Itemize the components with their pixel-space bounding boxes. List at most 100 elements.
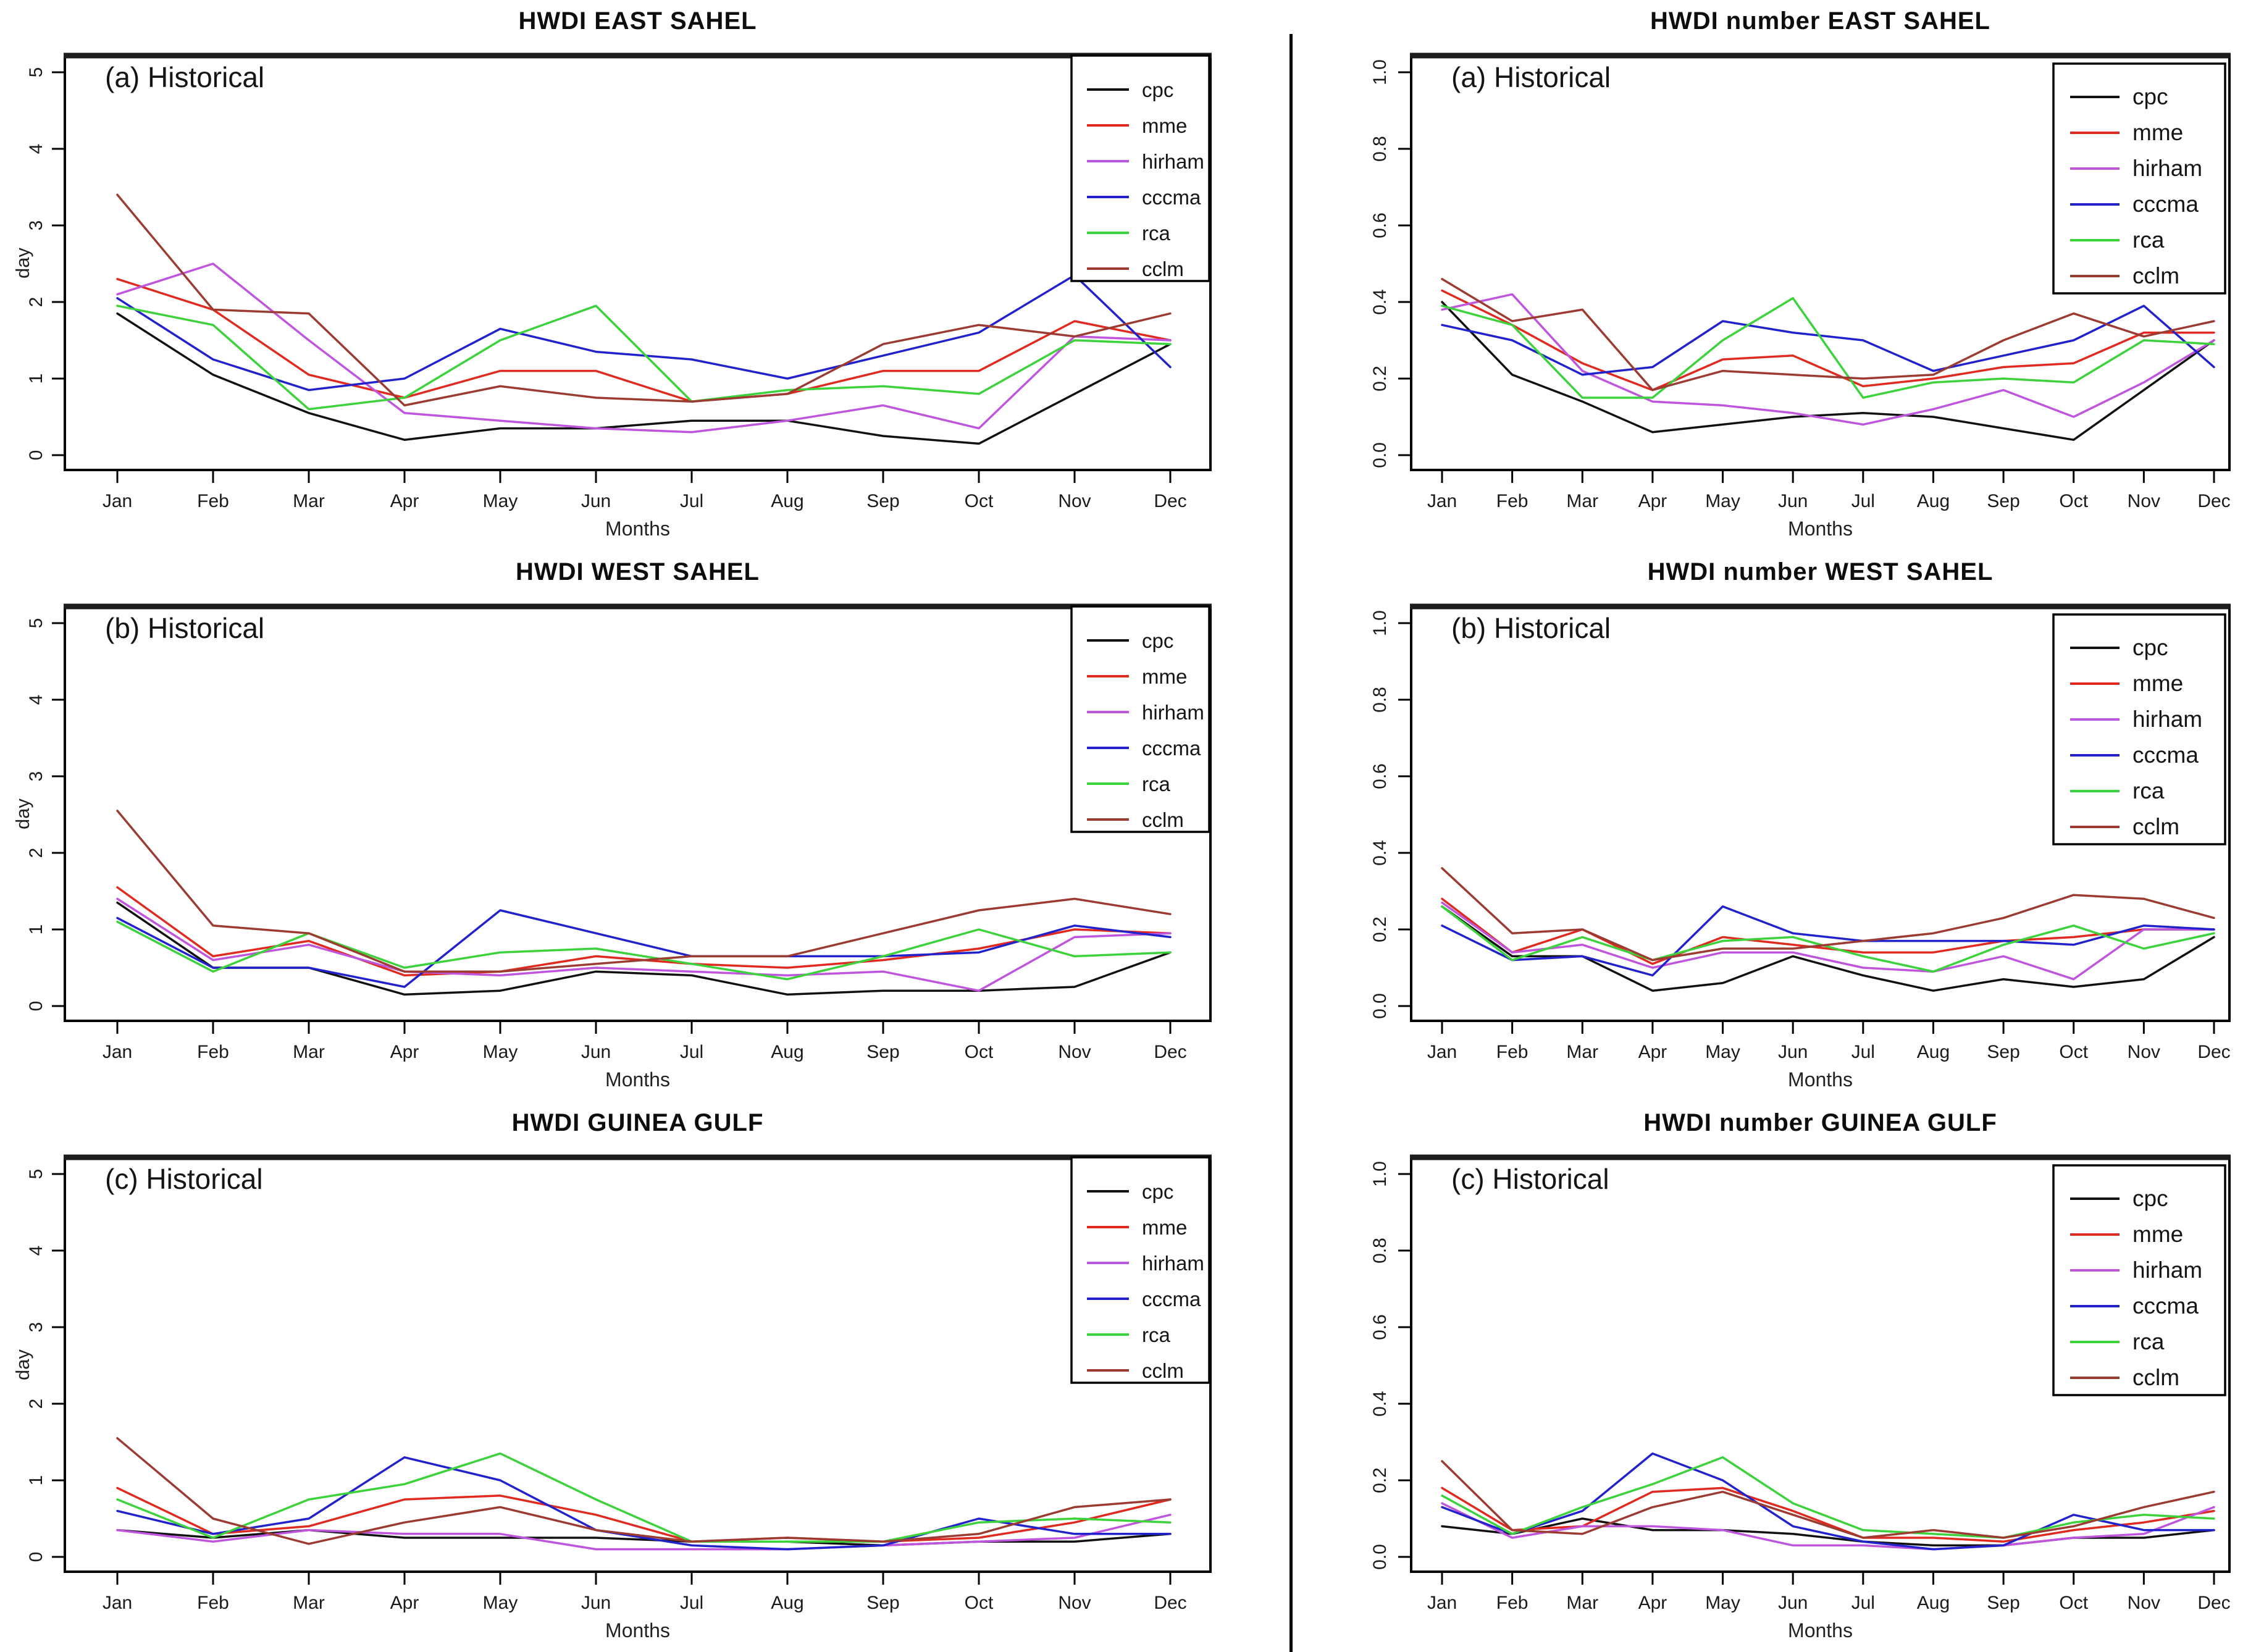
- y-tick-label: 0.8: [1370, 1238, 1390, 1264]
- legend-label-cpc: cpc: [1142, 78, 1173, 101]
- y-tick-label: 0: [26, 450, 46, 461]
- y-tick-label: 0: [26, 1001, 46, 1012]
- series-line-mme: [1441, 289, 2215, 392]
- y-tick-label: 1: [26, 374, 46, 384]
- legend: cpc mme hirham cccma rca cclm: [2052, 1164, 2226, 1396]
- y-tick-label: 0.6: [1370, 1314, 1390, 1340]
- y-tick-label: 0.4: [1370, 1391, 1390, 1417]
- plot-hwdi-east-sahel: Jan Feb Mar Apr May Jun Jul Aug Sep Oct Nov Dec 0 1 2 3…: [26, 52, 1212, 511]
- series-line-cclm: [1441, 278, 2215, 392]
- series-line-hirham: [116, 1514, 1172, 1551]
- y-tick-label: 0.0: [1370, 1544, 1390, 1570]
- y-axis: 0 1 2 3 4 5: [26, 1169, 64, 1562]
- x-tick-label: Mar: [293, 1042, 325, 1062]
- plot-box: [64, 603, 1212, 1022]
- x-tick-label: Nov: [1058, 491, 1091, 511]
- y-tick-label: 5: [26, 67, 46, 78]
- y-tick-label: 0.2: [1370, 1467, 1390, 1493]
- legend-label-mme: mme: [1142, 1216, 1187, 1239]
- series-line-cclm: [1441, 867, 2215, 962]
- panel-label: (c) Historical: [105, 1163, 263, 1195]
- x-tick-label: Aug: [1917, 1593, 1950, 1613]
- x-tick-label: Apr: [1638, 1042, 1667, 1062]
- legend-label-cclm: cclm: [2132, 263, 2179, 288]
- y-tick-label: 0.6: [1370, 763, 1390, 789]
- x-tick-label: Jul: [680, 1593, 703, 1613]
- panel-label: (a) Historical: [1451, 61, 1611, 93]
- x-tick-label: Jul: [680, 491, 703, 511]
- series-lines: [116, 1437, 1172, 1551]
- series-lines: [1441, 1452, 2215, 1551]
- y-tick-label: 4: [26, 144, 46, 154]
- series-line-cclm: [116, 810, 1172, 973]
- y-tick-label: 0.2: [1370, 916, 1390, 942]
- y-tick-label: 2: [26, 848, 46, 858]
- series-line-hirham: [1441, 293, 2215, 426]
- chart-title: HWDI number GUINEA GULF: [1643, 1109, 1997, 1136]
- plot-box: [1410, 603, 2231, 1022]
- legend-label-cpc: cpc: [1142, 629, 1173, 652]
- legend-label-hirham: hirham: [1142, 701, 1204, 724]
- y-tick-label: 1: [26, 925, 46, 935]
- x-axis-title: Months: [1788, 518, 1853, 540]
- x-tick-label: Feb: [197, 1042, 229, 1062]
- x-tick-label: May: [483, 491, 518, 511]
- y-tick-label: 0.0: [1370, 993, 1390, 1019]
- series-line-cclm: [116, 193, 1172, 407]
- legend: cpc mme hirham cccma rca cclm: [1070, 54, 1210, 282]
- series-line-hirham: [116, 262, 1172, 434]
- x-tick-label: Oct: [2059, 491, 2088, 511]
- plot-border: [64, 54, 1212, 471]
- x-tick-label: Sep: [1987, 491, 2019, 511]
- y-tick-label: 0.0: [1370, 442, 1390, 468]
- x-axis: Jan Feb Mar Apr May Jun Jul Aug Sep Oct Nov Dec: [1427, 1573, 2231, 1613]
- y-tick-label: 3: [26, 771, 46, 782]
- x-tick-label: Aug: [771, 1042, 803, 1062]
- legend-label-cccma: cccma: [1142, 1288, 1201, 1310]
- x-tick-label: May: [1705, 1593, 1740, 1613]
- x-tick-label: Jul: [1851, 491, 1875, 511]
- y-tick-label: 2: [26, 1399, 46, 1409]
- y-tick-label: 5: [26, 1169, 46, 1180]
- legend-label-cclm: cclm: [2132, 1365, 2179, 1390]
- series-line-rca: [1441, 297, 2215, 399]
- legend: cpc mme hirham cccma rca cclm: [1070, 605, 1210, 833]
- plot-box: [64, 52, 1212, 471]
- series-line-mme: [1441, 897, 2215, 965]
- legend-label-cclm: cclm: [2132, 814, 2179, 839]
- panel-label: (a) Historical: [105, 61, 265, 93]
- legend-label-rca: rca: [1142, 1323, 1170, 1346]
- x-axis: Jan Feb Mar Apr May Jun Jul Aug Sep Oct Nov Dec: [1427, 471, 2231, 511]
- legend-label-cclm: cclm: [1142, 258, 1184, 280]
- x-tick-label: Feb: [1496, 1593, 1528, 1613]
- legend-label-hirham: hirham: [1142, 150, 1204, 173]
- y-tick-label: 0.8: [1370, 687, 1390, 713]
- legend-box: [2052, 1164, 2226, 1396]
- x-tick-label: Nov: [1058, 1042, 1091, 1062]
- y-tick-label: 0.4: [1370, 840, 1390, 866]
- panel-label: (b) Historical: [1451, 612, 1611, 644]
- legend-label-hirham: hirham: [2132, 156, 2202, 181]
- chart-title: HWDI EAST SAHEL: [518, 7, 757, 35]
- x-tick-label: Jul: [1851, 1593, 1875, 1613]
- x-tick-label: Sep: [1987, 1042, 2019, 1062]
- legend-label-cclm: cclm: [1142, 808, 1184, 831]
- legend-label-hirham: hirham: [1142, 1252, 1204, 1275]
- x-tick-label: Feb: [197, 1593, 229, 1613]
- legend-label-hirham: hirham: [2132, 707, 2202, 732]
- series-line-cccma: [116, 274, 1172, 392]
- legend-label-rca: rca: [2132, 778, 2165, 803]
- plot-hwdi-west-sahel: Jan Feb Mar Apr May Jun Jul Aug Sep Oct Nov Dec 0 1 2 3…: [26, 603, 1212, 1062]
- y-axis: 0 1 2 3 4 5: [26, 618, 64, 1012]
- x-tick-label: Oct: [965, 1042, 994, 1062]
- x-axis-title: Months: [1788, 1068, 1853, 1091]
- legend-label-cclm: cclm: [1142, 1359, 1184, 1382]
- x-tick-label: Jan: [103, 1042, 132, 1062]
- x-tick-label: Jan: [1427, 1042, 1457, 1062]
- legend-box: [2052, 62, 2226, 295]
- series-line-rca: [116, 1452, 1172, 1543]
- series-line-rca: [116, 920, 1172, 981]
- series-lines: [1441, 867, 2215, 992]
- legend-box: [1070, 54, 1210, 282]
- plot-hwdi-guinea-gulf: Jan Feb Mar Apr May Jun Jul Aug Sep Oct Nov Dec 0 1 2 3…: [26, 1154, 1212, 1613]
